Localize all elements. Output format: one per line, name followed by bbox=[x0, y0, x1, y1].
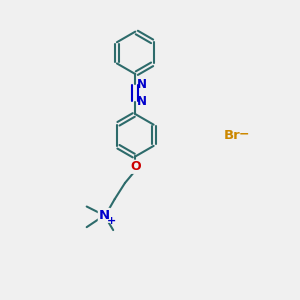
Text: O: O bbox=[130, 160, 141, 173]
Text: +: + bbox=[107, 216, 116, 226]
Text: −: − bbox=[239, 127, 249, 140]
Text: Br: Br bbox=[224, 129, 240, 142]
Text: N: N bbox=[137, 77, 147, 91]
Text: N: N bbox=[137, 95, 147, 108]
Text: N: N bbox=[99, 209, 110, 222]
